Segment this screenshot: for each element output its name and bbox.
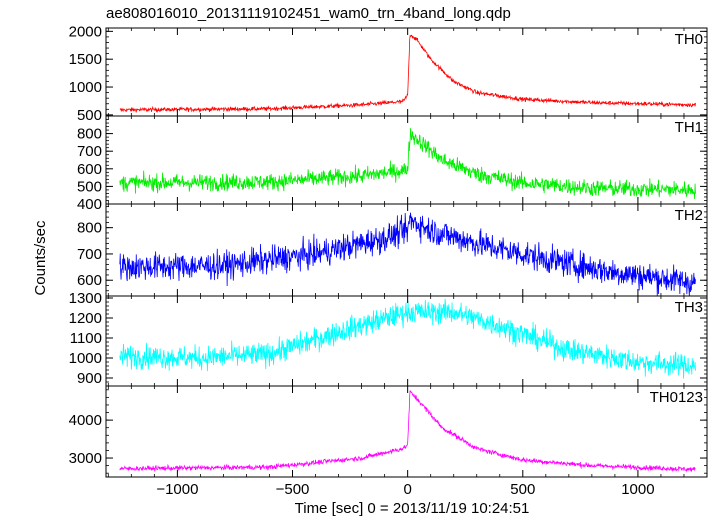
- chart-title: ae808016010_20131119102451_wam0_trn_4ban…: [106, 5, 511, 22]
- y-tick-label: 600: [77, 272, 102, 289]
- panel-th0: 500 1000 1500 2000 TH0: [69, 23, 708, 124]
- y-tick-label: 1100: [70, 330, 102, 347]
- y-tick-label: 400: [77, 196, 102, 213]
- panel-frame: [105, 385, 708, 478]
- y-tick-label: 800: [77, 126, 102, 143]
- y-tick-label: 4000: [69, 412, 102, 429]
- y-tick-label: 500: [77, 178, 102, 195]
- y-tick-label: 900: [77, 370, 102, 387]
- x-axis-title: Time [sec] 0 = 2013/11/19 10:24:51: [295, 500, 530, 516]
- x-tick-label: 0: [403, 481, 411, 498]
- panel-label-th3: TH3: [675, 299, 703, 316]
- panel-label-th0: TH0: [675, 31, 703, 48]
- y-tick-label: 1500: [69, 51, 102, 68]
- series-line-th3: [119, 298, 696, 379]
- panel-label-th0123: TH0123: [650, 389, 703, 406]
- series-line-th0123: [119, 390, 696, 473]
- y-tick-label: 3000: [69, 450, 102, 467]
- panel-label-th2: TH2: [675, 207, 703, 224]
- x-tick-label: −1000: [156, 481, 198, 498]
- x-tick-label: −500: [276, 481, 310, 498]
- y-tick-label: 1000: [69, 350, 102, 367]
- panel-label-th1: TH1: [675, 119, 703, 136]
- series-line-th2: [119, 212, 696, 297]
- y-tick-label: 1000: [69, 79, 102, 96]
- panel-th3: 900 1000 1100 1200 1300 TH3: [69, 290, 708, 387]
- y-tick-label: 700: [77, 143, 102, 160]
- y-tick-label: 800: [77, 220, 102, 237]
- panel-frame: [105, 27, 708, 117]
- x-tick-label: 500: [510, 481, 535, 498]
- y-tick-label: 1300: [69, 290, 102, 307]
- y-tick-label: 1200: [69, 310, 102, 327]
- y-tick-label: 2000: [69, 23, 102, 40]
- x-axis: −1000 −500 0 500 1000: [156, 481, 654, 498]
- x-tick-label: 1000: [621, 481, 654, 498]
- panel-th0123: 3000 4000 TH0123: [69, 385, 708, 478]
- series-line-th1: [119, 128, 696, 200]
- y-tick-label: 600: [77, 161, 102, 178]
- panel-th2: 600 700 800 TH2: [77, 203, 708, 297]
- series-line-th0: [119, 34, 696, 113]
- y-tick-label: 500: [77, 107, 102, 124]
- panel-frame: [105, 203, 708, 297]
- y-axis-title: Counts/sec: [32, 220, 49, 296]
- y-tick-label: 700: [77, 246, 102, 263]
